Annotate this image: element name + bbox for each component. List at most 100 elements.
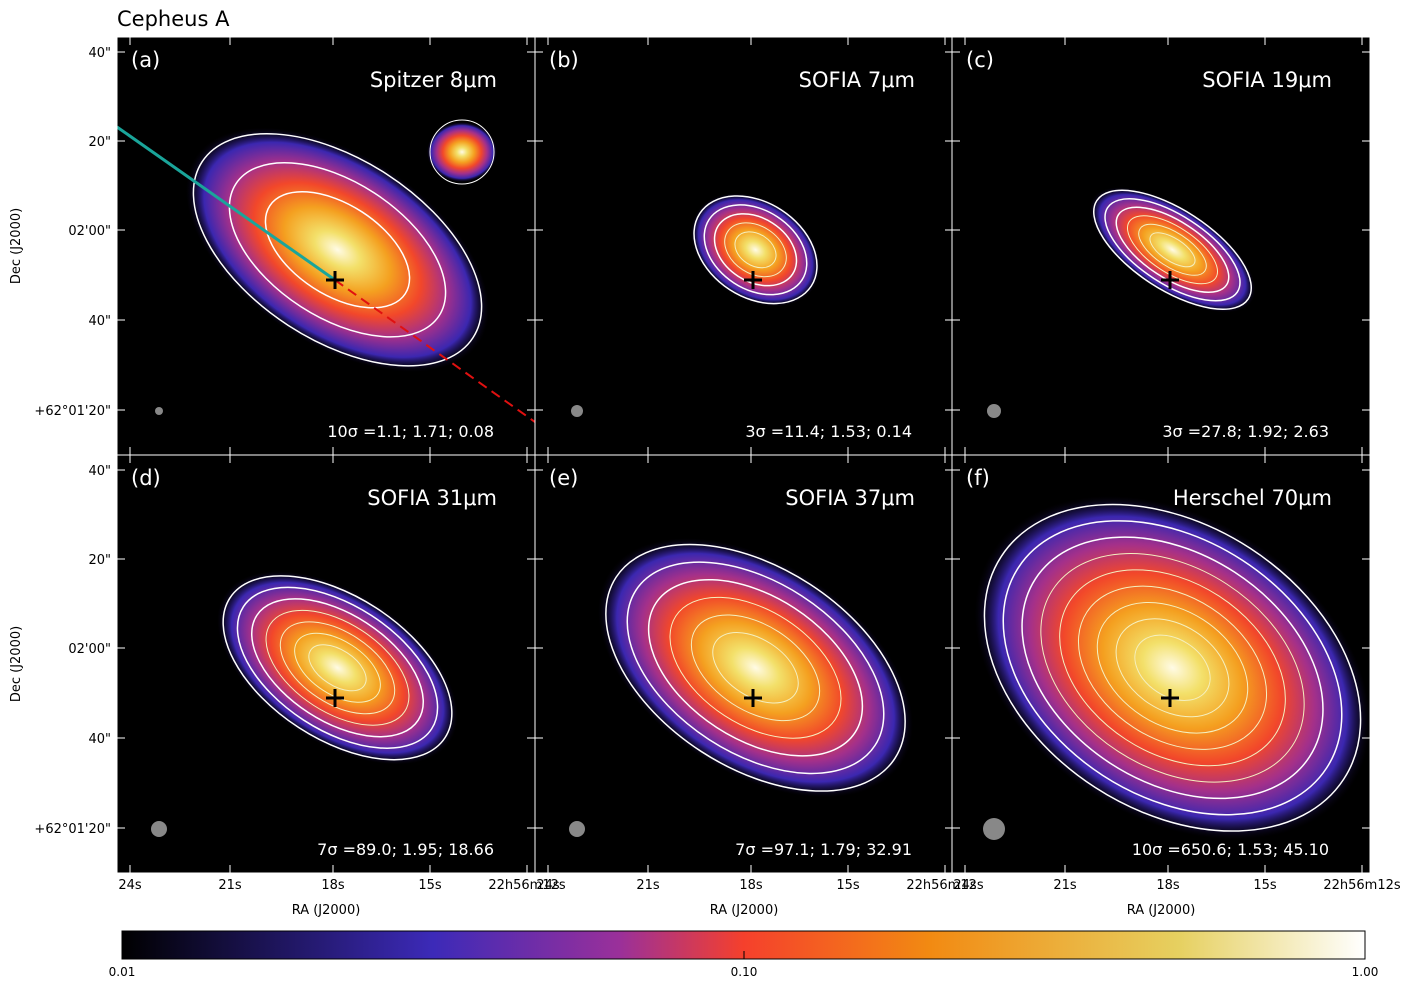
beam — [987, 404, 1001, 418]
panel-title: SOFIA 31μm — [367, 486, 497, 510]
y-tick-label: +62°01'20" — [34, 822, 111, 837]
beam — [569, 821, 585, 837]
contour — [264, 191, 411, 309]
x-tick-label: 21s — [1053, 878, 1077, 893]
emission — [217, 571, 458, 765]
tick — [117, 455, 535, 873]
x-tick-label: 21s — [636, 878, 660, 893]
contour — [222, 575, 453, 761]
source-marker — [1161, 689, 1179, 707]
tick — [952, 37, 1370, 455]
contour — [1077, 585, 1268, 750]
tick — [117, 37, 535, 455]
panel-label: (a) — [131, 48, 160, 72]
panel: 24s 21s 18s 15s 22h56m12s (f) Herschel 70μm 10σ… — [951, 454, 1401, 918]
contour — [647, 578, 864, 757]
contour — [1002, 520, 1343, 816]
x-tick-label: 21s — [218, 878, 242, 893]
x-tick-label: 22h56m12s — [1323, 878, 1401, 893]
x-tick-label: 24s — [536, 878, 560, 893]
x-tick-label: 15s — [418, 878, 442, 893]
x-tick-label: 18s — [1156, 878, 1180, 893]
emission — [185, 127, 490, 372]
y-axis-title: Dec (J2000) — [9, 626, 24, 702]
contour — [1040, 552, 1305, 783]
panel-label: (f) — [966, 466, 990, 490]
panel: 40" 20" 02'00" 40" +62°01'20" (a) Spitzer 8μm 1… — [9, 36, 536, 456]
x-tick-label: 22h56m12s — [488, 878, 566, 893]
panel-stats: 10σ =1.1; 1.71; 0.08 — [327, 422, 494, 441]
panel-title: SOFIA 7μm — [799, 68, 915, 92]
x-tick-label: 24s — [953, 878, 977, 893]
tick — [535, 37, 953, 455]
contour — [250, 598, 425, 738]
y-tick-label: 02'00" — [68, 642, 111, 657]
colorbar-tick-label: 0.10 — [731, 965, 758, 979]
panel-stats: 7σ =89.0; 1.95; 18.66 — [317, 840, 494, 859]
tick — [952, 37, 1370, 455]
contour — [1096, 601, 1249, 734]
contour — [294, 632, 381, 703]
source-marker — [744, 271, 762, 289]
y-tick-label: 40" — [88, 464, 111, 479]
contour — [265, 609, 410, 726]
tick — [117, 455, 535, 873]
beam — [151, 821, 167, 837]
tick — [117, 37, 535, 455]
contour — [1127, 215, 1219, 285]
source-marker — [1161, 271, 1179, 289]
outflow-axis — [117, 125, 336, 282]
tick — [952, 455, 1370, 873]
contour — [703, 204, 808, 296]
panel-grid: 40" 20" 02'00" 40" +62°01'20" (a) Spitzer 8μm 1… — [9, 36, 1401, 918]
contour — [1115, 206, 1230, 294]
contour — [626, 561, 885, 775]
contour — [724, 222, 787, 278]
contour — [1138, 223, 1207, 276]
figure-title: Cepheus A — [117, 7, 230, 31]
contour — [279, 621, 396, 715]
contour — [192, 132, 483, 367]
tick — [952, 455, 1370, 873]
panel: (b) SOFIA 7μm 3σ =11.4; 1.53; 0.14 — [534, 36, 954, 456]
tick — [117, 455, 535, 873]
tick — [117, 455, 535, 873]
contour — [1104, 198, 1241, 302]
panel-label: (d) — [131, 466, 161, 490]
emission-map — [151, 571, 458, 837]
panel-title: Spitzer 8μm — [370, 68, 497, 92]
contour — [228, 161, 447, 338]
contour — [1115, 618, 1230, 718]
tick — [952, 37, 1370, 455]
contour — [429, 119, 495, 185]
source-marker — [326, 689, 344, 707]
emission-map — [569, 538, 914, 837]
x-tick-label: 18s — [321, 878, 345, 893]
contour — [690, 614, 821, 722]
panel: 40" 24s 20" 21s 02'00" 18s 40" 15s +62°01'20" 22h… — [9, 454, 566, 918]
tick — [535, 37, 953, 455]
contour — [236, 586, 439, 749]
colorbar-tick-label: 0.01 — [109, 965, 136, 979]
contour — [693, 195, 818, 305]
panel-label: (b) — [549, 48, 579, 72]
source-marker — [744, 689, 762, 707]
outflow-axis — [334, 279, 535, 423]
tick — [535, 455, 953, 873]
panel: 24s 21s 18s 15s 22h56m12s (e) SOFIA 37μm 7σ =97… — [534, 454, 984, 918]
y-axis-title: Dec (J2000) — [9, 208, 24, 284]
emission — [427, 122, 497, 182]
tick — [952, 37, 1370, 455]
x-axis-title: RA (J2000) — [710, 903, 779, 918]
panel-title: SOFIA 37μm — [785, 486, 915, 510]
contour — [1093, 189, 1253, 310]
x-axis-title: RA (J2000) — [292, 903, 361, 918]
tick — [117, 37, 535, 455]
x-tick-label: 15s — [836, 878, 860, 893]
y-tick-label: 40" — [88, 314, 111, 329]
panel-title: Herschel 70μm — [1173, 486, 1332, 510]
panel-stats: 7σ =97.1; 1.79; 32.91 — [735, 840, 912, 859]
contour — [983, 503, 1362, 832]
y-tick-label: 20" — [88, 135, 111, 150]
